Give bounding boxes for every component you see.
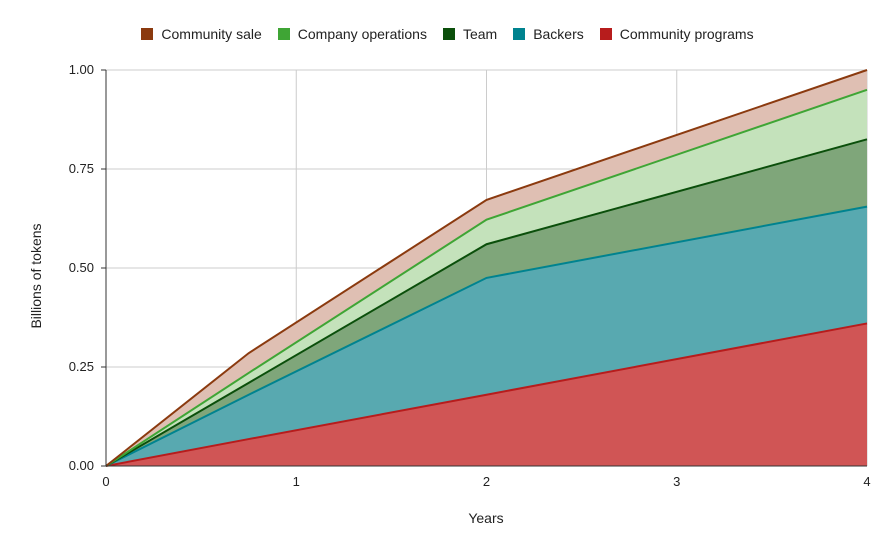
legend-item-company-operations[interactable]: Company operations bbox=[277, 26, 427, 42]
line-community-sale bbox=[105, 69, 868, 467]
legend-item-community-sale[interactable]: Community sale bbox=[141, 26, 262, 42]
y-tick-label: 0.75 bbox=[69, 161, 94, 176]
legend-item-team[interactable]: Team bbox=[442, 26, 498, 42]
line-company-operations bbox=[105, 88, 868, 467]
legend-label-community-programs: Community programs bbox=[619, 26, 754, 42]
area-community-sale bbox=[106, 70, 867, 466]
legend-label-community-sale: Community sale bbox=[161, 26, 262, 42]
legend-swatch-team bbox=[442, 28, 455, 40]
legend: Community sale Company operations Team B… bbox=[0, 26, 895, 42]
x-tick-label: 2 bbox=[483, 474, 490, 489]
x-tick-label: 1 bbox=[293, 474, 300, 489]
legend-label-backers: Backers bbox=[533, 26, 584, 42]
x-tick-label: 4 bbox=[863, 474, 870, 489]
y-tick-label: 1.00 bbox=[69, 62, 94, 77]
x-axis-title: Years bbox=[468, 510, 503, 526]
area-company-operations bbox=[106, 89, 867, 467]
legend-swatch-community-programs bbox=[599, 28, 612, 40]
area-team bbox=[106, 139, 867, 467]
x-tick-label: 3 bbox=[673, 474, 680, 489]
legend-label-team: Team bbox=[462, 26, 498, 42]
area-backers bbox=[106, 206, 867, 466]
y-axis-title: Billions of tokens bbox=[28, 223, 44, 328]
legend-label-company-operations: Company operations bbox=[297, 26, 427, 42]
legend-swatch-company-operations bbox=[277, 28, 290, 40]
legend-item-community-programs[interactable]: Community programs bbox=[599, 26, 754, 42]
line-backers bbox=[105, 205, 868, 467]
x-tick-label: 0 bbox=[102, 474, 109, 489]
y-tick-label: 0.00 bbox=[69, 458, 94, 473]
line-team bbox=[105, 138, 868, 467]
legend-item-backers[interactable]: Backers bbox=[513, 26, 584, 42]
y-tick-label: 0.25 bbox=[69, 359, 94, 374]
y-tick-label: 0.50 bbox=[69, 260, 94, 275]
legend-swatch-backers bbox=[513, 28, 526, 40]
legend-swatch-community-sale bbox=[141, 28, 154, 40]
line-community-programs bbox=[105, 322, 868, 467]
